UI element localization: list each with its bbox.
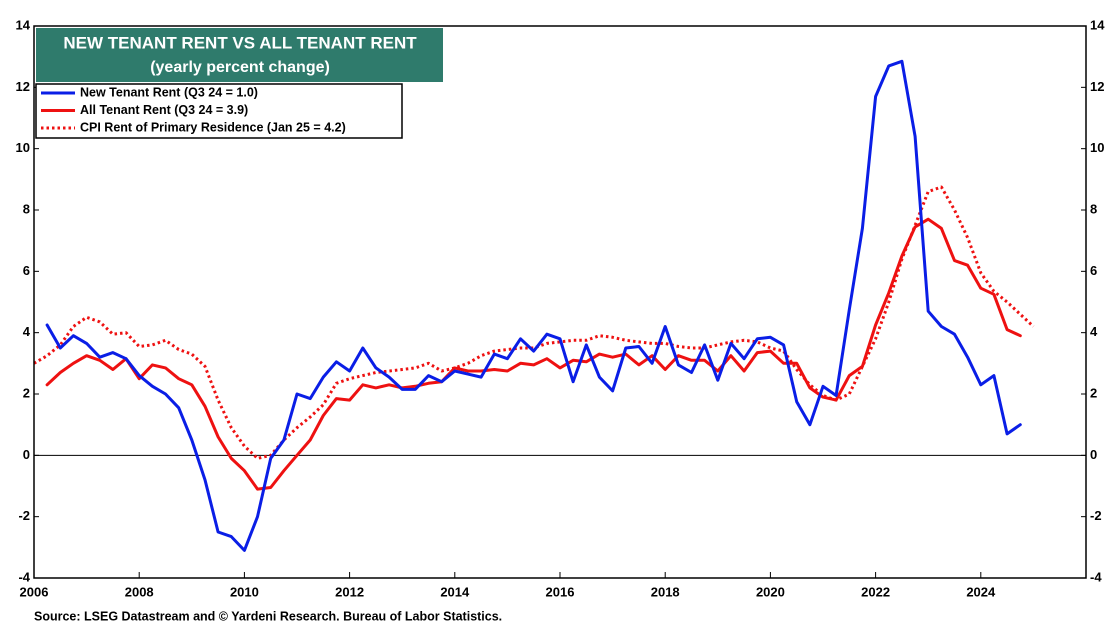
x-tick-label: 2024 [966, 584, 996, 599]
x-tick-label: 2008 [125, 584, 154, 599]
y2-tick-label: 10 [1090, 140, 1104, 155]
title-box [36, 28, 443, 82]
legend-box [35, 83, 403, 139]
y-tick-label: -2 [18, 508, 30, 523]
series-line [45, 59, 1022, 552]
y2-tick-label: -4 [1090, 569, 1102, 584]
y-tick-label: 8 [23, 201, 30, 216]
x-tick-label: 2020 [756, 584, 785, 599]
plot-area [33, 25, 1087, 579]
x-tick-label: 2012 [335, 584, 364, 599]
y2-tick-label: 2 [1090, 385, 1097, 400]
x-tick-label: 2022 [861, 584, 890, 599]
y-tick-label: 12 [16, 79, 30, 94]
y2-tick-label: 4 [1090, 324, 1098, 339]
x-tick-label: 2010 [230, 584, 259, 599]
y-tick-label: 2 [23, 385, 30, 400]
y2-tick-label: -2 [1090, 508, 1102, 523]
series-line [45, 217, 1022, 491]
y-tick-label: 0 [23, 447, 30, 462]
source-note: Source: LSEG Datastream and © Yardeni Re… [34, 609, 502, 623]
y-tick-label: 10 [16, 140, 30, 155]
legend-label: All Tenant Rent (Q3 24 = 3.9) [80, 103, 248, 117]
y2-tick-label: 14 [1090, 17, 1105, 32]
y-tick-label: -4 [18, 569, 30, 584]
x-tick-label: 2014 [440, 584, 470, 599]
y-tick-label: 14 [16, 17, 31, 32]
y-tick-label: 6 [23, 263, 30, 278]
y2-tick-label: 6 [1090, 263, 1097, 278]
y2-tick-label: 8 [1090, 201, 1097, 216]
x-tick-label: 2016 [546, 584, 575, 599]
plot-frame [33, 25, 1087, 579]
chart-title: NEW TENANT RENT VS ALL TENANT RENT [63, 33, 417, 52]
y2-tick-label: 12 [1090, 79, 1104, 94]
y2-tick-label: 0 [1090, 447, 1097, 462]
legend-label: CPI Rent of Primary Residence (Jan 25 = … [80, 120, 346, 134]
y-tick-label: 4 [23, 324, 31, 339]
x-tick-label: 2006 [20, 584, 49, 599]
chart-subtitle: (yearly percent change) [150, 59, 330, 76]
legend-label: New Tenant Rent (Q3 24 = 1.0) [80, 85, 258, 99]
x-tick-label: 2018 [651, 584, 680, 599]
